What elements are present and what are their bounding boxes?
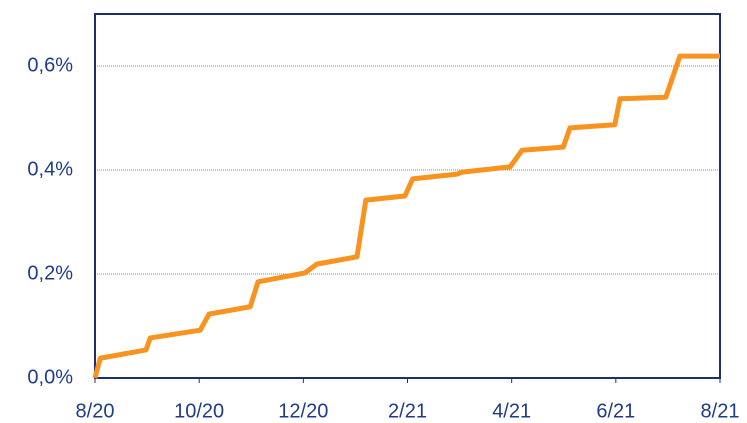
x-tick-label: 10/20: [174, 400, 224, 422]
x-tick-label: 2/21: [388, 400, 427, 422]
x-tick-label: 8/21: [701, 400, 740, 422]
y-tick-label: 0,2%: [27, 262, 73, 284]
line-series: [92, 53, 720, 379]
x-tick-label: 8/20: [76, 400, 115, 422]
y-tick-label: 0,6%: [27, 54, 73, 76]
x-tick-label: 4/21: [492, 400, 531, 422]
x-tick-label: 12/20: [278, 400, 328, 422]
plot-frame: [94, 13, 721, 379]
x-tick-label: 6/21: [596, 400, 635, 422]
y-tick-label: 0,4%: [27, 158, 73, 180]
y-tick-label: 0,0%: [27, 366, 73, 388]
